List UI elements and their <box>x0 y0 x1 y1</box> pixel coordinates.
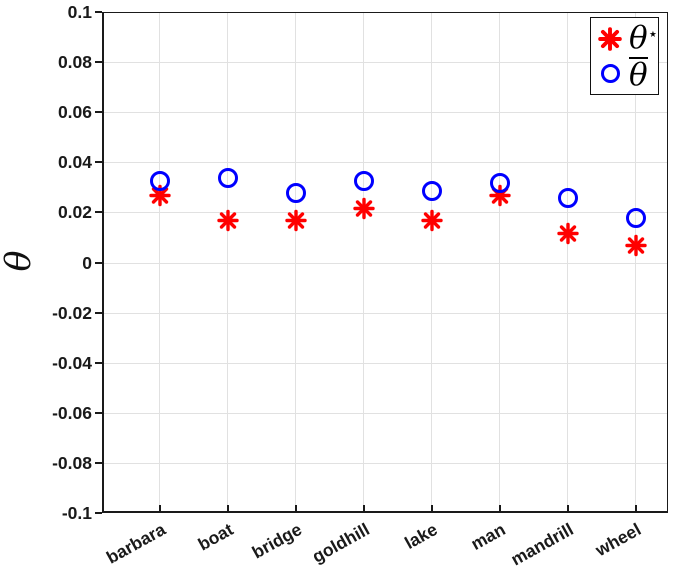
x-tick-label: man <box>467 519 509 554</box>
data-point-theta-bar <box>490 173 510 194</box>
data-point-theta-star <box>625 235 647 262</box>
circle-icon <box>598 64 622 83</box>
y-tick-label: 0.04 <box>57 152 92 173</box>
x-tick-mark <box>499 505 501 511</box>
gridline-vertical <box>363 13 364 511</box>
x-tick-mark <box>227 505 229 511</box>
y-tick-mark <box>95 411 102 414</box>
data-point-theta-star <box>557 222 579 249</box>
x-tick-mark <box>295 505 297 511</box>
x-tick-mark <box>363 505 365 511</box>
gridline-vertical <box>567 13 568 511</box>
y-tick-mark <box>95 311 102 314</box>
x-tick-mark <box>635 505 637 511</box>
gridline-vertical <box>499 13 500 511</box>
y-tick-mark <box>95 11 102 13</box>
y-tick-label: 0.06 <box>57 102 92 123</box>
gridline-vertical <box>159 13 160 511</box>
x-tick-mark <box>159 505 161 511</box>
plot-area <box>102 12 668 513</box>
legend-symbol-base: θ <box>629 56 648 93</box>
gridline-horizontal <box>104 162 667 164</box>
gridline-vertical <box>295 13 296 511</box>
circle-glyph <box>600 64 620 83</box>
data-point-theta-star <box>217 210 239 237</box>
data-point-theta-star <box>149 185 171 212</box>
x-tick-label: mandrill <box>507 519 577 570</box>
x-tick-label: goldhill <box>308 519 373 567</box>
y-tick-mark <box>95 161 102 164</box>
gridline-horizontal <box>104 212 667 214</box>
y-tick-label: -0.06 <box>52 402 92 423</box>
y-tick-mark <box>95 261 102 264</box>
x-tick-mark <box>431 505 433 511</box>
legend-entry-theta-star: θ⋆ <box>591 21 658 56</box>
y-tick-mark <box>95 211 102 214</box>
gridline-horizontal <box>104 262 667 264</box>
x-tick-label: boat <box>194 519 237 555</box>
y-tick-label: -0.04 <box>52 352 92 373</box>
legend: θ⋆ θ <box>590 17 659 95</box>
y-tick-label: 0 <box>82 252 92 273</box>
legend-symbol-superscript: ⋆ <box>647 24 659 45</box>
gridline-horizontal <box>104 462 667 464</box>
data-point-theta-star <box>285 210 307 237</box>
gridline-vertical <box>635 13 636 511</box>
x-tick-label: barbara <box>102 519 169 568</box>
data-point-theta-bar <box>626 208 646 229</box>
x-tick-mark <box>567 505 569 511</box>
data-point-theta-bar <box>286 183 306 204</box>
y-tick-mark <box>95 461 102 464</box>
gridline-horizontal <box>104 362 667 364</box>
y-tick-mark <box>95 361 102 364</box>
data-point-theta-bar <box>218 168 238 189</box>
x-tick-label: lake <box>401 519 441 554</box>
gridline-vertical <box>431 13 432 511</box>
data-point-theta-bar <box>354 170 374 191</box>
y-tick-label: -0.1 <box>61 503 92 523</box>
data-point-theta-bar <box>558 188 578 209</box>
data-point-theta-bar <box>150 170 170 191</box>
data-point-theta-star <box>421 210 443 237</box>
x-tick-label: bridge <box>248 519 305 563</box>
y-tick-label: -0.08 <box>52 452 92 473</box>
gridline-horizontal <box>104 112 667 114</box>
legend-label-theta-bar: θ <box>629 56 648 93</box>
legend-label-theta-star: θ⋆ <box>629 23 658 54</box>
legend-entry-theta-bar: θ <box>591 56 658 91</box>
y-tick-mark <box>95 512 102 514</box>
data-point-theta-bar <box>422 180 442 201</box>
data-point-theta-star <box>353 197 375 224</box>
asterisk-icon <box>598 26 622 51</box>
y-tick-label: 0.02 <box>57 202 92 223</box>
y-tick-mark <box>95 111 102 114</box>
gridline-horizontal <box>104 312 667 314</box>
y-tick-label: 0.08 <box>57 52 92 73</box>
y-tick-label: -0.02 <box>52 302 92 323</box>
gridline-horizontal <box>104 412 667 414</box>
gridline-horizontal <box>104 62 667 64</box>
gridline-vertical <box>227 13 228 511</box>
legend-symbol-base: θ <box>629 20 648 56</box>
y-tick-mark <box>95 61 102 64</box>
x-tick-label: wheel <box>592 519 645 561</box>
y-tick-label: 0.1 <box>67 2 92 22</box>
